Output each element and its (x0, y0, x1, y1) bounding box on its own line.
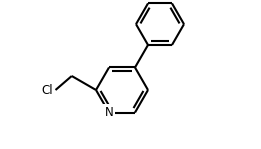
Text: Cl: Cl (42, 83, 53, 97)
Text: N: N (105, 106, 113, 119)
